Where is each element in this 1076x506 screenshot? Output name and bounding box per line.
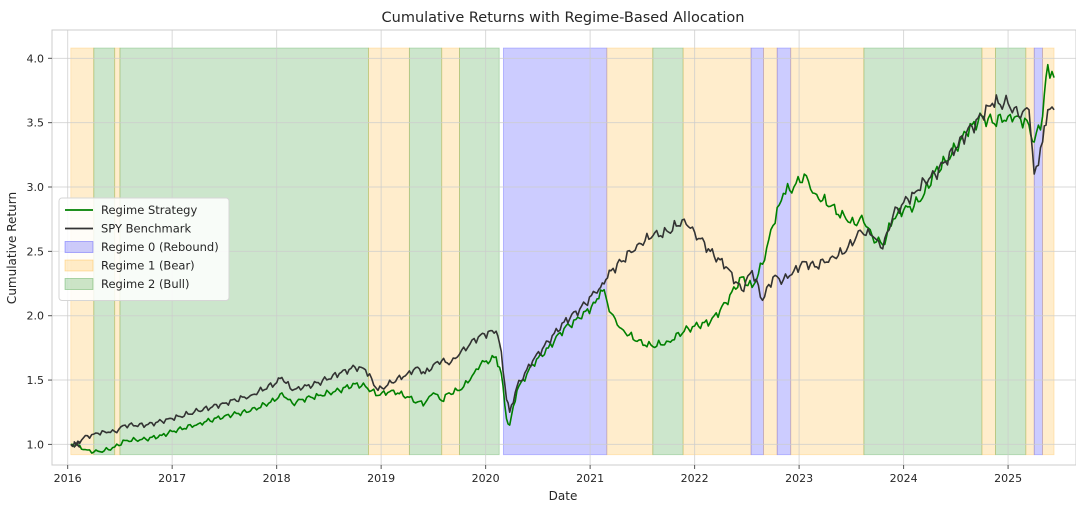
y-axis-label: Cumulative Return [5,192,19,304]
y-axis-ticks: 1.0 1.5 2.0 2.5 3.0 3.5 4.0 [27,52,52,451]
y-tick-label: 3.0 [27,181,45,194]
x-tick-label: 2025 [994,472,1022,485]
legend: Regime Strategy SPY Benchmark Regime 0 (Re… [58,197,230,301]
gridlines [52,30,1076,465]
plot-area [51,29,1076,466]
x-tick-label: 2023 [785,472,813,485]
legend-label: Regime Strategy [101,203,197,217]
legend-label: Regime 1 (Bear) [101,259,195,273]
series-lines [70,63,1055,454]
x-tick-label: 2024 [890,472,918,485]
legend-box [58,197,230,301]
x-tick-label: 2022 [681,472,709,485]
x-tick-label: 2017 [158,472,186,485]
legend-label: Regime 2 (Bull) [101,277,190,291]
x-axis-ticks: 2016 2017 2018 2019 2020 2021 2022 2023 2024 2025 [54,465,1022,485]
chart-title: Cumulative Returns with Regime-Based All… [382,10,745,26]
series-line-spy-benchmark [70,94,1055,448]
x-tick-label: 2018 [263,472,291,485]
x-tick-label: 2016 [54,472,82,485]
y-tick-label: 2.5 [27,245,45,258]
y-tick-label: 2.0 [27,310,45,323]
legend-label: SPY Benchmark [101,222,192,236]
y-tick-label: 4.0 [27,52,45,65]
legend-swatch-patch [64,259,94,272]
legend-swatch-patch [64,278,94,290]
x-tick-label: 2020 [472,472,500,485]
x-tick-label: 2021 [576,472,604,485]
y-tick-label: 3.5 [27,117,45,130]
legend-label: Regime 0 (Rebound) [101,240,219,254]
legend-swatch-patch [64,241,94,253]
y-tick-label: 1.0 [27,438,45,451]
x-tick-label: 2019 [367,472,395,485]
start-marker [73,440,81,448]
plot-frame [51,29,1076,466]
x-axis-label: Date [549,489,578,503]
y-tick-label: 1.5 [27,374,45,387]
